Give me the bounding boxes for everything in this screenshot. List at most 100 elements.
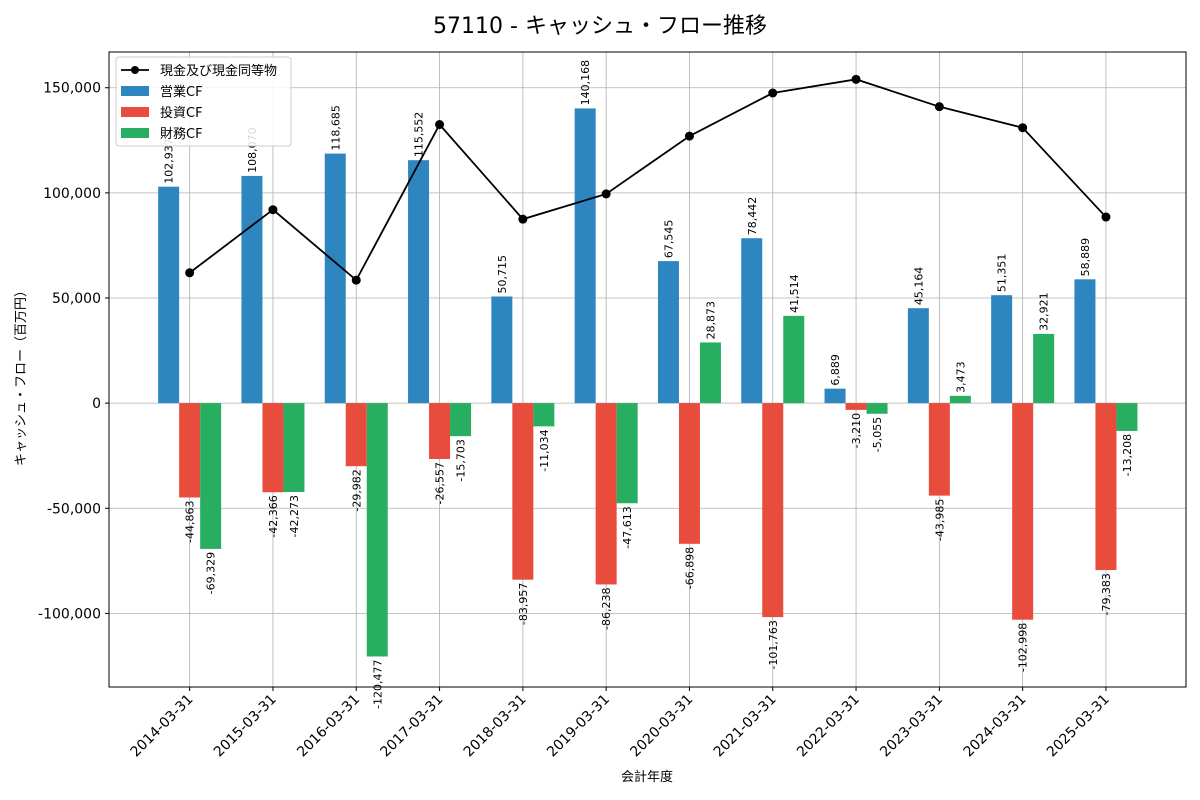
data-label: 118,685 bbox=[329, 105, 342, 151]
x-tick-label: 2023-03-31 bbox=[877, 692, 946, 761]
bar bbox=[928, 403, 950, 496]
legend-label: 現金及び現金同等物 bbox=[160, 63, 277, 79]
line-point bbox=[1101, 212, 1111, 222]
data-label: 58,889 bbox=[1079, 238, 1092, 277]
bar bbox=[845, 403, 867, 410]
y-tick-label: 50,000 bbox=[52, 291, 101, 307]
line-path bbox=[189, 78, 1107, 282]
data-label: 32,921 bbox=[1038, 292, 1051, 331]
line-point bbox=[768, 88, 778, 98]
line-point bbox=[351, 275, 361, 285]
line-point bbox=[518, 214, 528, 224]
y-tick-label: 100,000 bbox=[43, 186, 101, 202]
bar bbox=[450, 403, 472, 437]
data-label: -11,034 bbox=[538, 429, 551, 471]
y-tick-label: 0 bbox=[92, 396, 101, 412]
x-tick-label: 2025-03-31 bbox=[1044, 692, 1113, 761]
data-label: -15,703 bbox=[455, 439, 468, 481]
x-tick-label: 2024-03-31 bbox=[961, 692, 1030, 761]
line-point bbox=[185, 268, 195, 278]
line-point bbox=[601, 189, 611, 199]
bar bbox=[200, 403, 222, 549]
data-label: 3,473 bbox=[954, 361, 967, 393]
bars bbox=[158, 108, 1138, 657]
x-axis-label: 会計年度 bbox=[621, 769, 673, 785]
data-label: 78,442 bbox=[746, 197, 759, 236]
data-label: -101,763 bbox=[767, 620, 780, 669]
cash-line bbox=[185, 74, 1111, 285]
bar bbox=[429, 403, 451, 459]
bar bbox=[408, 160, 430, 404]
legend-marker bbox=[131, 66, 139, 74]
x-tick-label: 2015-03-31 bbox=[211, 692, 280, 761]
data-label: -79,383 bbox=[1100, 573, 1113, 615]
bar bbox=[345, 403, 367, 467]
x-tick-label: 2016-03-31 bbox=[294, 692, 363, 761]
data-label: 50,715 bbox=[496, 255, 509, 294]
data-label: -102,998 bbox=[1017, 623, 1030, 672]
bar bbox=[949, 395, 971, 404]
bar bbox=[783, 315, 805, 404]
data-label: -69,329 bbox=[205, 552, 218, 594]
bar bbox=[533, 403, 555, 427]
data-label: -43,985 bbox=[933, 499, 946, 541]
x-tick-label: 2021-03-31 bbox=[711, 692, 780, 761]
data-label: 41,514 bbox=[788, 274, 801, 313]
data-label: -66,898 bbox=[683, 547, 696, 589]
legend-swatch bbox=[121, 128, 149, 138]
data-label: -120,477 bbox=[371, 659, 384, 708]
line-point bbox=[934, 102, 944, 112]
data-label: 28,873 bbox=[704, 301, 717, 340]
data-label: -5,055 bbox=[871, 417, 884, 452]
legend-label: 営業CF bbox=[160, 84, 203, 100]
x-tick-label: 2014-03-31 bbox=[128, 692, 197, 761]
bar bbox=[1012, 403, 1034, 620]
data-label: 6,889 bbox=[829, 354, 842, 386]
bar bbox=[491, 296, 513, 404]
bar bbox=[324, 153, 346, 404]
line-point bbox=[1018, 123, 1028, 133]
x-tick-label: 2017-03-31 bbox=[378, 692, 447, 761]
bar bbox=[824, 388, 846, 404]
line-point bbox=[851, 74, 861, 84]
data-label: -3,210 bbox=[850, 413, 863, 448]
chart-title: 57110 - キャッシュ・フロー推移 bbox=[433, 14, 767, 39]
data-label: -42,366 bbox=[267, 495, 280, 537]
x-axis-ticks: 2014-03-31 2015-03-31 2016-03-31 2017-03-31… bbox=[128, 687, 1113, 760]
bar bbox=[907, 308, 929, 404]
bar bbox=[762, 403, 784, 618]
bar bbox=[1074, 279, 1096, 404]
x-tick-label: 2018-03-31 bbox=[461, 692, 530, 761]
bar bbox=[699, 342, 721, 404]
legend-label: 財務CF bbox=[160, 127, 203, 142]
bar bbox=[241, 175, 263, 404]
bar bbox=[283, 403, 305, 493]
data-label: -83,957 bbox=[517, 583, 530, 625]
bar bbox=[741, 238, 763, 404]
legend-swatch bbox=[121, 107, 149, 117]
plot-frame bbox=[108, 51, 1187, 688]
data-label: -29,982 bbox=[350, 469, 363, 511]
line-point bbox=[684, 131, 694, 141]
bar-labels: 102,937 108,070 118,685 115,55250,715140,16… bbox=[163, 60, 1134, 709]
bar bbox=[512, 403, 534, 580]
bar bbox=[866, 403, 888, 414]
bar bbox=[657, 261, 679, 404]
data-label: -86,238 bbox=[600, 587, 613, 629]
data-label: 140,168 bbox=[579, 60, 592, 106]
legend-swatch bbox=[121, 86, 149, 96]
y-tick-label: -50,000 bbox=[47, 501, 101, 517]
data-label: 51,351 bbox=[996, 254, 1009, 293]
data-label: 45,164 bbox=[912, 267, 925, 306]
bar bbox=[595, 403, 617, 585]
x-tick-label: 2020-03-31 bbox=[627, 692, 696, 761]
y-axis-label: キャッシュ・フロー（百万円） bbox=[14, 284, 29, 466]
y-axis-ticks: -100,000 -50,000 0 50,000 100,000 150,000 bbox=[38, 81, 109, 622]
bar bbox=[1116, 403, 1138, 431]
legend-label: 投資CF bbox=[160, 105, 203, 121]
bar bbox=[616, 403, 638, 504]
legend-box bbox=[115, 56, 292, 147]
data-label: -26,557 bbox=[434, 462, 447, 504]
line-point bbox=[435, 120, 445, 130]
